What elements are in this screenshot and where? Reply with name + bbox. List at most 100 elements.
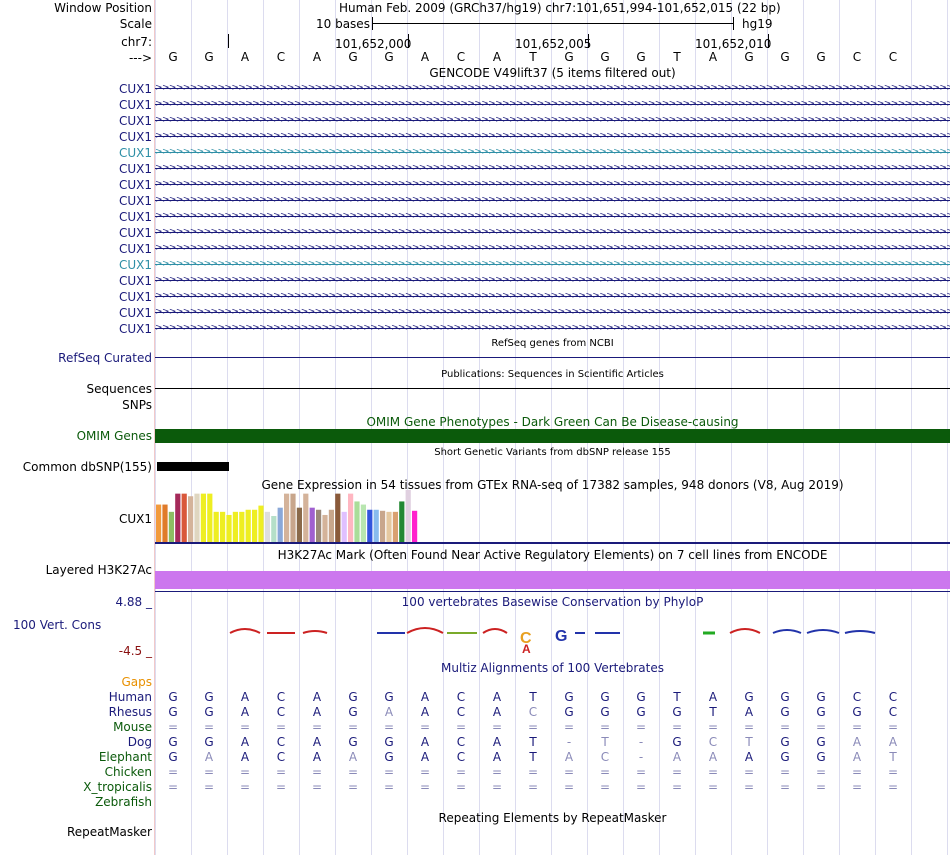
gencode-transcript[interactable]: >>>>>>>>>>>>>>>>>>>>>>>>>>>>>>>>>>>>>>>>…	[155, 306, 950, 318]
gtex-tissue-bar[interactable]	[232, 511, 238, 542]
multiz-base: C	[708, 735, 718, 749]
gencode-transcript[interactable]: >>>>>>>>>>>>>>>>>>>>>>>>>>>>>>>>>>>>>>>>…	[155, 226, 950, 238]
gencode-transcript[interactable]: >>>>>>>>>>>>>>>>>>>>>>>>>>>>>>>>>>>>>>>>…	[155, 178, 950, 190]
gtex-tissue-bar[interactable]	[271, 516, 277, 542]
gtex-tissue-bar[interactable]	[245, 509, 251, 542]
gencode-transcript-label[interactable]: CUX1	[118, 274, 152, 288]
gtex-tissue-bar[interactable]	[220, 511, 226, 542]
gtex-tissue-bar[interactable]	[360, 504, 366, 542]
gencode-transcript[interactable]: >>>>>>>>>>>>>>>>>>>>>>>>>>>>>>>>>>>>>>>>…	[155, 258, 950, 270]
omim-label[interactable]: OMIM Genes	[76, 429, 152, 443]
gencode-transcript[interactable]: >>>>>>>>>>>>>>>>>>>>>>>>>>>>>>>>>>>>>>>>…	[155, 114, 950, 126]
multiz-species-label[interactable]: Dog	[127, 735, 152, 749]
refseq-label[interactable]: RefSeq Curated	[58, 351, 152, 365]
gtex-tissue-bar[interactable]	[392, 511, 398, 542]
gencode-transcript[interactable]: >>>>>>>>>>>>>>>>>>>>>>>>>>>>>>>>>>>>>>>>…	[155, 210, 950, 222]
gencode-transcript-label[interactable]: CUX1	[118, 98, 152, 112]
gtex-bar-chart[interactable]	[155, 490, 950, 546]
gencode-transcript-label[interactable]: CUX1	[118, 162, 152, 176]
gtex-tissue-bar[interactable]	[207, 493, 213, 542]
multiz-species-label[interactable]: Chicken	[104, 765, 152, 779]
dbsnp-label[interactable]: Common dbSNP(155)	[22, 460, 152, 474]
publications-line[interactable]	[155, 388, 950, 389]
gencode-transcript[interactable]: >>>>>>>>>>>>>>>>>>>>>>>>>>>>>>>>>>>>>>>>…	[155, 274, 950, 286]
gencode-transcript-label[interactable]: CUX1	[118, 194, 152, 208]
multiz-species-label[interactable]: Zebrafish	[95, 795, 152, 809]
gtex-tissue-bar[interactable]	[284, 493, 290, 542]
gencode-transcript[interactable]: >>>>>>>>>>>>>>>>>>>>>>>>>>>>>>>>>>>>>>>>…	[155, 242, 950, 254]
gtex-tissue-bar[interactable]	[380, 510, 386, 542]
dbsnp-variant[interactable]	[157, 462, 229, 471]
multiz-species-label[interactable]: Elephant	[98, 750, 152, 764]
gtex-tissue-bar[interactable]	[412, 510, 418, 542]
gtex-tissue-bar[interactable]	[373, 509, 379, 542]
gencode-transcript[interactable]: >>>>>>>>>>>>>>>>>>>>>>>>>>>>>>>>>>>>>>>>…	[155, 290, 950, 302]
multiz-gaps-label[interactable]: Gaps	[121, 675, 152, 689]
gtex-tissue-bar[interactable]	[348, 493, 354, 542]
h3k27ac-signal[interactable]	[155, 571, 950, 589]
gencode-transcript[interactable]: >>>>>>>>>>>>>>>>>>>>>>>>>>>>>>>>>>>>>>>>…	[155, 194, 950, 206]
gencode-transcript-label[interactable]: CUX1	[118, 258, 152, 272]
gencode-transcript-label[interactable]: CUX1	[118, 242, 152, 256]
gencode-transcript[interactable]: >>>>>>>>>>>>>>>>>>>>>>>>>>>>>>>>>>>>>>>>…	[155, 162, 950, 174]
gtex-tissue-bar[interactable]	[194, 493, 200, 542]
gtex-tissue-bar[interactable]	[162, 504, 168, 542]
gtex-tissue-bar[interactable]	[367, 509, 373, 542]
refseq-line[interactable]	[155, 357, 950, 358]
repeatmasker-label[interactable]: RepeatMasker	[66, 825, 152, 839]
snps-label[interactable]: SNPs	[122, 398, 152, 412]
multiz-species-label[interactable]: Mouse	[113, 720, 152, 734]
gencode-transcript-label[interactable]: CUX1	[118, 210, 152, 224]
gencode-transcript-label[interactable]: CUX1	[118, 290, 152, 304]
gtex-tissue-bar[interactable]	[258, 505, 264, 542]
gtex-tissue-bar[interactable]	[386, 511, 392, 542]
gtex-tissue-bar[interactable]	[239, 511, 245, 542]
gtex-tissue-bar[interactable]	[290, 493, 296, 542]
gtex-tissue-bar[interactable]	[335, 493, 341, 542]
gtex-label[interactable]: CUX1	[118, 512, 152, 526]
gencode-transcript[interactable]: >>>>>>>>>>>>>>>>>>>>>>>>>>>>>>>>>>>>>>>>…	[155, 130, 950, 142]
multiz-species-label[interactable]: Rhesus	[108, 705, 152, 719]
gtex-tissue-bar[interactable]	[168, 511, 174, 542]
gencode-transcript[interactable]: >>>>>>>>>>>>>>>>>>>>>>>>>>>>>>>>>>>>>>>>…	[155, 322, 950, 334]
h3k27ac-label[interactable]: Layered H3K27Ac	[45, 563, 152, 577]
gtex-tissue-bar[interactable]	[156, 504, 162, 542]
gencode-transcript-label[interactable]: CUX1	[118, 82, 152, 96]
publications-label[interactable]: Sequences	[86, 382, 152, 396]
gencode-transcript-label[interactable]: CUX1	[118, 130, 152, 144]
gtex-tissue-bar[interactable]	[200, 493, 206, 542]
gtex-tissue-bar[interactable]	[405, 490, 411, 542]
gencode-transcript-label[interactable]: CUX1	[118, 114, 152, 128]
gencode-transcript-label[interactable]: CUX1	[118, 146, 152, 160]
gencode-transcript-label[interactable]: CUX1	[118, 226, 152, 240]
gencode-transcript-label[interactable]: CUX1	[118, 178, 152, 192]
gtex-tissue-bar[interactable]	[175, 493, 181, 542]
gtex-tissue-bar[interactable]	[399, 501, 405, 542]
gtex-tissue-bar[interactable]	[303, 493, 309, 542]
gtex-tissue-bar[interactable]	[277, 507, 283, 542]
gtex-tissue-bar[interactable]	[316, 509, 322, 542]
gtex-tissue-bar[interactable]	[296, 507, 302, 542]
gtex-tissue-bar[interactable]	[309, 507, 315, 542]
multiz-base: =	[203, 765, 215, 779]
gtex-tissue-bar[interactable]	[213, 511, 219, 542]
gencode-transcript[interactable]: >>>>>>>>>>>>>>>>>>>>>>>>>>>>>>>>>>>>>>>>…	[155, 98, 950, 110]
gencode-transcript-label[interactable]: CUX1	[118, 322, 152, 336]
gtex-tissue-bar[interactable]	[264, 511, 270, 542]
gtex-tissue-bar[interactable]	[341, 511, 347, 542]
conservation-label[interactable]: 100 Vert. Cons	[13, 618, 102, 632]
gtex-tissue-bar[interactable]	[252, 509, 258, 542]
gtex-tissue-bar[interactable]	[328, 509, 334, 542]
gtex-tissue-bar[interactable]	[181, 493, 187, 542]
gtex-tissue-bar[interactable]	[188, 496, 194, 542]
multiz-species-label[interactable]: Human	[108, 690, 152, 704]
gencode-transcript[interactable]: >>>>>>>>>>>>>>>>>>>>>>>>>>>>>>>>>>>>>>>>…	[155, 82, 950, 94]
gencode-transcript-label[interactable]: CUX1	[118, 306, 152, 320]
gtex-tissue-bar[interactable]	[322, 514, 328, 542]
gtex-tissue-bar[interactable]	[226, 514, 232, 542]
multiz-species-label[interactable]: X_tropicalis	[83, 780, 152, 794]
conservation-plot[interactable]: C A G	[155, 615, 950, 655]
gencode-transcript[interactable]: >>>>>>>>>>>>>>>>>>>>>>>>>>>>>>>>>>>>>>>>…	[155, 146, 950, 158]
gtex-tissue-bar[interactable]	[354, 501, 360, 542]
omim-bar[interactable]	[155, 429, 950, 443]
